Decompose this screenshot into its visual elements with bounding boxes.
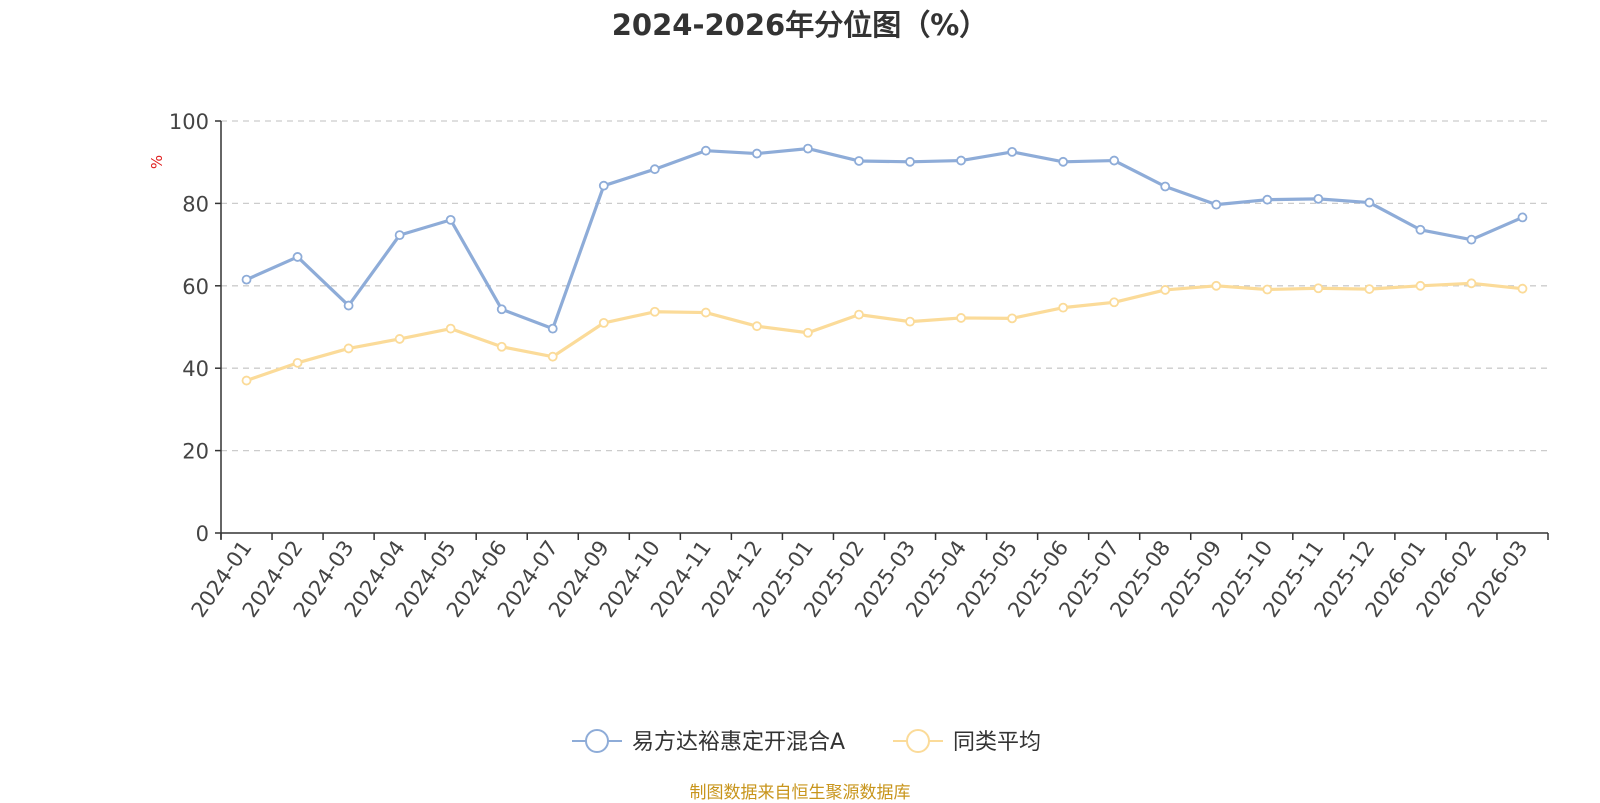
- data-point: [1262, 194, 1273, 205]
- data-point: [1313, 193, 1324, 204]
- data-point: [1109, 155, 1120, 166]
- data-point: [1007, 146, 1017, 157]
- data-point: [1364, 197, 1375, 208]
- data-point: [649, 164, 660, 175]
- y-axis-label: %: [148, 155, 166, 169]
- y-tick-label: 100: [169, 110, 209, 134]
- data-point: [1517, 283, 1528, 294]
- data-point: [394, 334, 405, 344]
- data-point: [343, 343, 354, 354]
- data-point: [956, 313, 966, 323]
- data-point: [1517, 212, 1528, 223]
- data-point: [1415, 280, 1426, 291]
- data-point: [241, 274, 252, 285]
- data-point: [1109, 297, 1120, 308]
- data-point: [1058, 302, 1069, 313]
- data-point: [1211, 199, 1222, 210]
- data-point: [547, 323, 558, 334]
- data-point: [1160, 181, 1171, 192]
- y-tick-label: 20: [182, 440, 209, 464]
- data-point: [905, 156, 915, 167]
- data-point: [1466, 278, 1477, 289]
- data-point: [752, 321, 762, 332]
- data-point: [700, 145, 711, 156]
- data-point: [394, 230, 405, 241]
- data-point: [496, 304, 507, 315]
- data-point: [292, 357, 303, 368]
- data-point: [445, 214, 456, 225]
- chart-title: 2024-2026年分位图（%）: [611, 8, 989, 42]
- y-tick-label: 40: [182, 357, 209, 381]
- data-point: [1160, 285, 1171, 295]
- y-tick-label: 60: [182, 275, 209, 299]
- data-point: [1211, 280, 1222, 291]
- legend-label: 易方达裕惠定开混合A: [632, 730, 845, 755]
- legend-marker: [906, 729, 930, 753]
- data-point: [547, 351, 558, 362]
- data-point: [854, 156, 864, 166]
- series-line-0: [245, 147, 1524, 331]
- data-point: [598, 180, 609, 191]
- data-point: [1058, 156, 1069, 167]
- data-point: [1364, 284, 1375, 294]
- data-point: [1313, 283, 1324, 294]
- data-point: [1466, 234, 1477, 245]
- y-tick-label: 0: [196, 522, 209, 546]
- legend-marker: [585, 729, 609, 753]
- data-point: [956, 155, 966, 166]
- data-point: [343, 300, 354, 311]
- data-point: [752, 148, 762, 159]
- data-point: [445, 323, 456, 334]
- y-tick-label: 80: [182, 192, 209, 216]
- data-point: [803, 327, 813, 338]
- data-point: [496, 341, 507, 352]
- legend-label: 同类平均: [953, 730, 1041, 755]
- data-point: [649, 306, 660, 317]
- source-note: 制图数据来自恒生聚源数据库: [689, 783, 911, 803]
- data-point: [905, 316, 915, 327]
- data-point: [803, 143, 813, 154]
- series-line-1: [245, 281, 1523, 383]
- data-point: [1262, 284, 1273, 295]
- data-point: [854, 309, 864, 320]
- data-point: [1415, 224, 1426, 235]
- data-point: [1007, 313, 1017, 324]
- data-point: [700, 307, 711, 318]
- data-point: [598, 317, 609, 328]
- data-point: [292, 252, 303, 262]
- data-point: [241, 375, 252, 386]
